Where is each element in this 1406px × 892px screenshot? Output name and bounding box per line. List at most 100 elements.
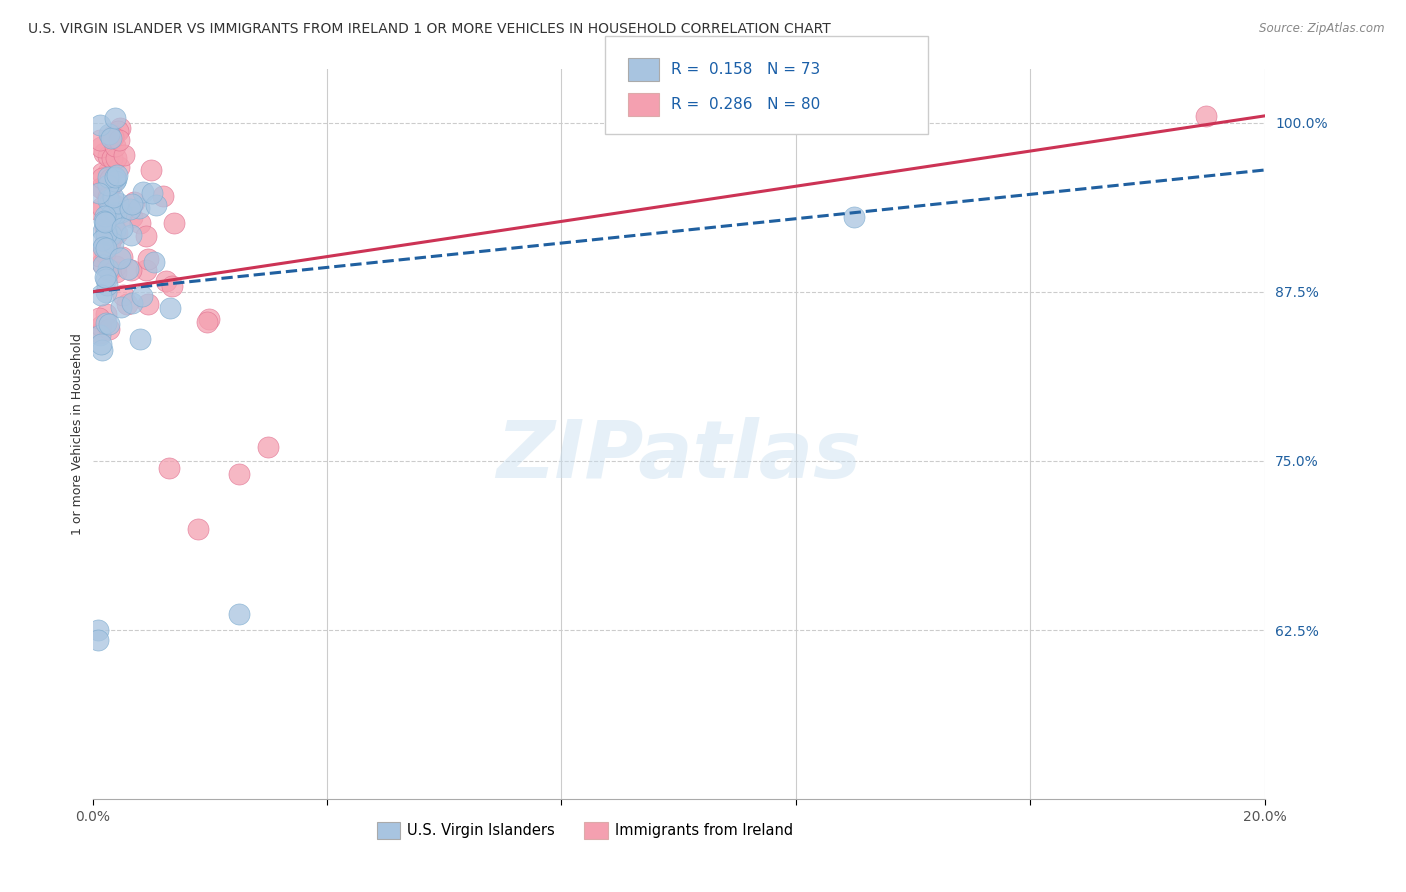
Point (131, 185, 153, 199)
Point (120, 228, 142, 243)
Point (94, 307, 117, 321)
Point (120, 263, 142, 277)
Point (100, 151, 122, 165)
Point (104, 172, 127, 186)
Point (98, 181, 121, 195)
Text: R =  0.158   N = 73: R = 0.158 N = 73 (671, 62, 820, 77)
Point (157, 460, 180, 475)
Point (91, 165, 114, 179)
Point (121, 210, 143, 224)
Point (111, 221, 134, 235)
Point (122, 194, 145, 209)
Y-axis label: 1 or more Vehicles in Household: 1 or more Vehicles in Household (72, 333, 84, 535)
Point (107, 124, 129, 138)
Point (89, 133, 111, 147)
Point (96, 176, 118, 190)
Point (136, 252, 159, 266)
Point (121, 197, 143, 211)
Point (89, 326, 111, 340)
Point (91, 182, 114, 196)
Point (94, 270, 117, 285)
Point (91, 240, 114, 254)
Text: Source: ZipAtlas.com: Source: ZipAtlas.com (1260, 22, 1385, 36)
Point (97, 206, 120, 220)
Point (91, 224, 114, 238)
Point (94, 236, 117, 251)
Point (94, 227, 117, 241)
Point (107, 160, 129, 174)
Point (90, 140, 112, 154)
Point (97, 165, 120, 179)
Point (97, 222, 120, 236)
Point (90, 288, 112, 302)
Point (89, 203, 111, 218)
Point (90, 181, 112, 195)
Point (97, 262, 120, 277)
Point (139, 163, 162, 178)
Point (1195, 109, 1218, 123)
Point (107, 196, 129, 211)
Point (97, 317, 120, 331)
Point (152, 188, 174, 202)
Point (110, 300, 132, 314)
Point (94, 209, 117, 223)
Legend: U.S. Virgin Islanders, Immigrants from Ireland: U.S. Virgin Islanders, Immigrants from I… (371, 816, 799, 845)
Point (104, 171, 127, 186)
Point (120, 202, 142, 217)
Point (91, 256, 114, 270)
Point (87, 311, 110, 326)
Point (98, 172, 121, 186)
Point (100, 131, 122, 145)
Point (97, 170, 120, 185)
Point (98, 194, 121, 209)
Point (91, 259, 114, 273)
Point (97, 178, 120, 192)
Point (110, 204, 132, 219)
Point (105, 151, 128, 165)
Point (87, 249, 110, 263)
Point (228, 607, 250, 621)
Point (89, 186, 111, 201)
Point (91, 171, 114, 186)
Point (131, 288, 153, 302)
Point (94, 217, 117, 231)
Point (117, 297, 139, 311)
Point (135, 262, 157, 277)
Point (98, 263, 121, 277)
Point (90, 318, 112, 333)
Point (93, 145, 115, 160)
Point (94, 241, 117, 255)
Point (100, 228, 122, 243)
Point (162, 216, 184, 230)
Point (89, 327, 111, 342)
Point (91, 200, 114, 214)
Point (101, 216, 124, 230)
Point (103, 235, 125, 250)
Point (187, 522, 209, 536)
Point (121, 295, 143, 310)
Point (198, 311, 221, 326)
Point (87, 632, 110, 647)
Point (100, 229, 122, 244)
Point (141, 186, 163, 200)
Point (104, 206, 127, 220)
Point (93, 239, 115, 253)
Point (844, 211, 866, 225)
Point (91, 343, 114, 357)
Point (129, 332, 152, 346)
Point (108, 121, 131, 136)
Point (112, 147, 135, 161)
Point (104, 265, 127, 279)
Point (103, 169, 125, 184)
Point (96, 316, 118, 330)
Point (160, 279, 183, 293)
Point (100, 227, 122, 241)
Point (94, 245, 117, 260)
Point (94, 221, 117, 235)
Text: U.S. VIRGIN ISLANDER VS IMMIGRANTS FROM IRELAND 1 OR MORE VEHICLES IN HOUSEHOLD : U.S. VIRGIN ISLANDER VS IMMIGRANTS FROM … (28, 22, 831, 37)
Point (101, 190, 124, 204)
Point (104, 174, 127, 188)
Point (97, 127, 120, 141)
Point (117, 262, 139, 277)
Point (101, 128, 124, 142)
